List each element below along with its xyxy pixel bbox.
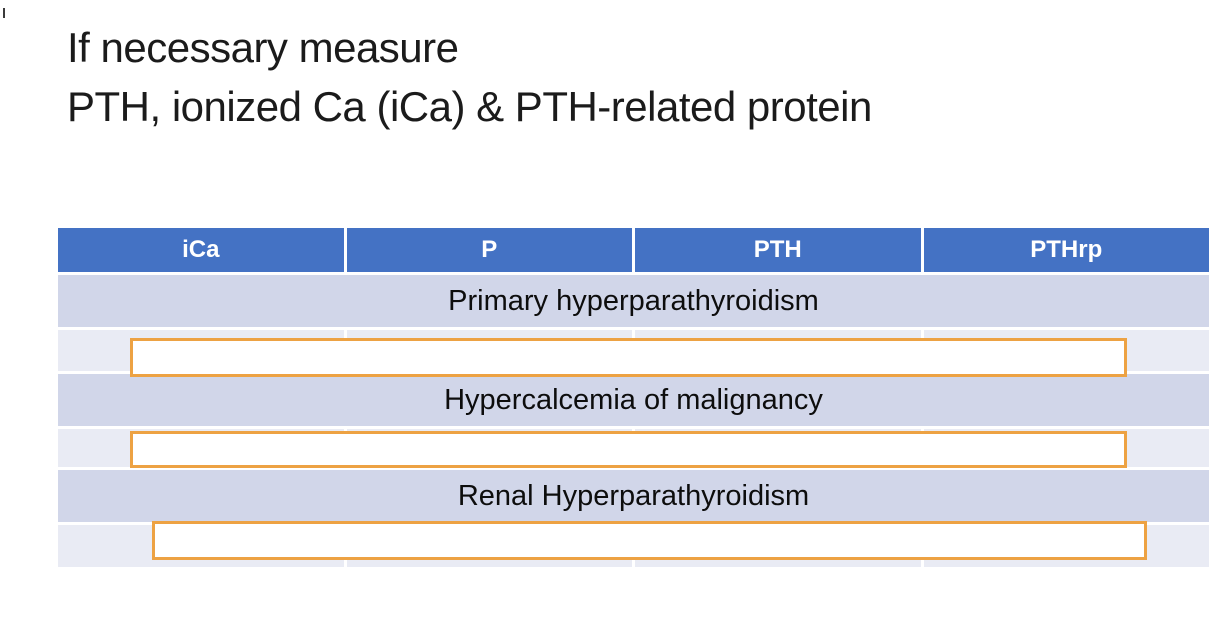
slide-edge-artifact <box>3 8 5 18</box>
answer-box-2 <box>130 431 1127 468</box>
title-line-2: PTH, ionized Ca (iCa) & PTH-related prot… <box>67 83 872 130</box>
column-header-ica: iCa <box>58 228 344 272</box>
column-header-p: P <box>346 228 632 272</box>
column-header-pthrp: PTHrp <box>923 228 1209 272</box>
lab-values-table: iCa P PTH PTHrp Primary hyperparathyroid… <box>58 228 1209 567</box>
title-line-1: If necessary measure <box>67 24 459 71</box>
section-row-primary-hyperparathyroidism: Primary hyperparathyroidism <box>58 275 1209 327</box>
table-header-row: iCa P PTH PTHrp <box>58 228 1209 272</box>
section-row-renal-hyperparathyroidism: Renal Hyperparathyroidism <box>58 470 1209 522</box>
column-header-pth: PTH <box>635 228 921 272</box>
slide-title: If necessary measure PTH, ionized Ca (iC… <box>67 18 1167 136</box>
section-label: Renal Hyperparathyroidism <box>457 479 810 512</box>
section-row-hypercalcemia-of-malignancy: Hypercalcemia of malignancy <box>58 374 1209 426</box>
section-label: Hypercalcemia of malignancy <box>444 383 823 416</box>
answer-box-3 <box>152 521 1147 560</box>
section-label: Primary hyperparathyroidism <box>448 284 819 317</box>
answer-box-1 <box>130 338 1127 377</box>
